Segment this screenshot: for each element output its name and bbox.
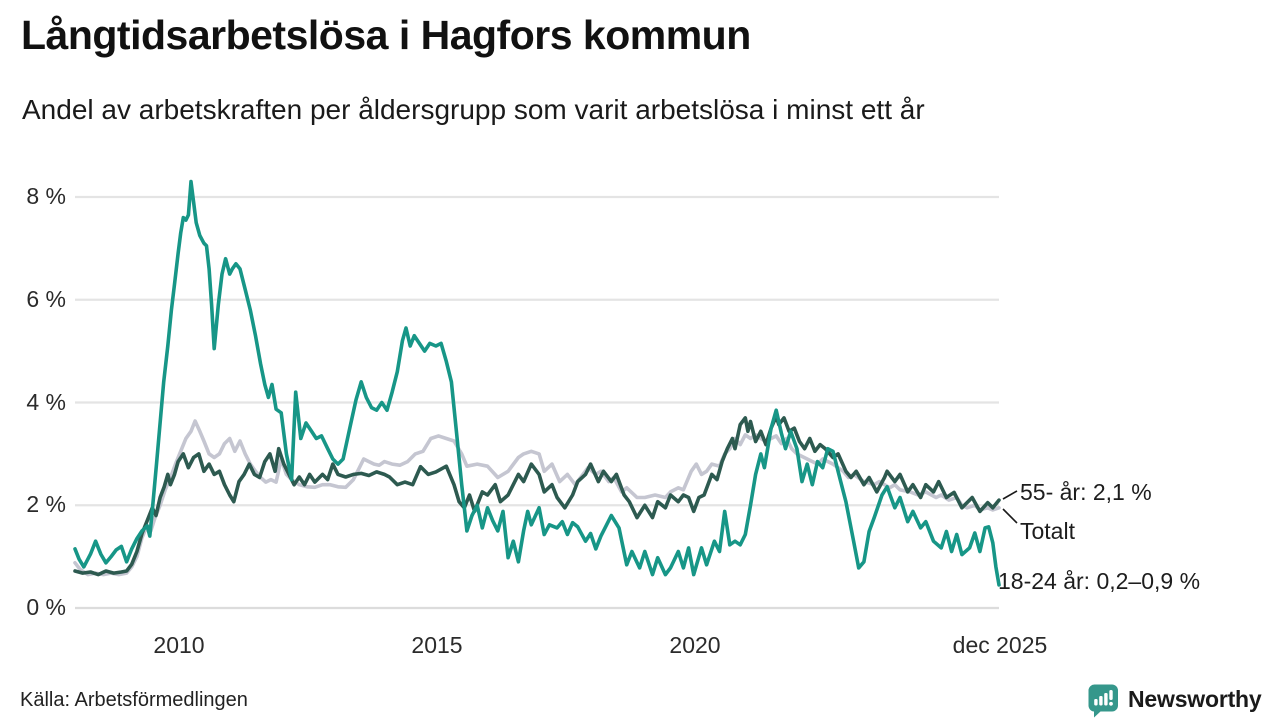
- y-tick-label: 4 %: [26, 389, 66, 415]
- y-tick-label: 0 %: [26, 594, 66, 620]
- y-tick-label: 2 %: [26, 491, 66, 517]
- series-label-total: Totalt: [1020, 518, 1075, 544]
- newsworthy-logo: Newsworthy: [1088, 684, 1262, 718]
- x-tick-label: 2020: [669, 632, 721, 658]
- x-tick-label: dec 2025: [952, 632, 1048, 658]
- y-tick-label: 6 %: [26, 286, 66, 312]
- x-tick-label: 2015: [411, 632, 463, 658]
- series-label-18-24: 18-24 år: 0,2–0,9 %: [998, 568, 1201, 594]
- page-title: Långtidsarbetslösa i Hagfors kommun: [21, 12, 751, 58]
- y-tick-label: 8 %: [26, 183, 66, 209]
- newsworthy-wordmark: Newsworthy: [1128, 685, 1262, 712]
- x-tick-label: 2010: [153, 632, 205, 658]
- page-subtitle: Andel av arbetskraften per åldersgrupp s…: [22, 94, 925, 125]
- source-note: Källa: Arbetsförmedlingen: [20, 689, 248, 711]
- newsworthy-bar-chart-icon: [1088, 684, 1118, 718]
- series-label-55: 55- år: 2,1 %: [1020, 479, 1152, 505]
